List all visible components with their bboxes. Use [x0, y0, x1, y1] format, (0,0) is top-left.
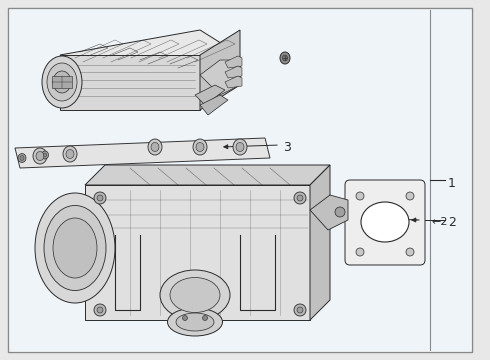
Ellipse shape — [66, 149, 74, 158]
Ellipse shape — [94, 304, 106, 316]
Ellipse shape — [63, 146, 77, 162]
Ellipse shape — [176, 313, 214, 331]
Polygon shape — [310, 165, 330, 320]
Ellipse shape — [236, 143, 244, 152]
Bar — [9, 9, 429, 351]
Ellipse shape — [168, 308, 222, 336]
Ellipse shape — [196, 143, 204, 152]
Polygon shape — [310, 195, 348, 230]
Polygon shape — [15, 138, 270, 168]
Ellipse shape — [193, 139, 207, 155]
Polygon shape — [200, 30, 240, 110]
Polygon shape — [52, 76, 72, 88]
Ellipse shape — [18, 153, 26, 162]
Ellipse shape — [35, 193, 115, 303]
Ellipse shape — [97, 307, 103, 313]
Text: 1: 1 — [448, 176, 456, 189]
Ellipse shape — [294, 304, 306, 316]
Polygon shape — [60, 55, 200, 110]
Ellipse shape — [182, 315, 188, 320]
Text: ←2: ←2 — [432, 217, 448, 227]
FancyBboxPatch shape — [345, 180, 425, 265]
Polygon shape — [195, 85, 225, 105]
Ellipse shape — [233, 139, 247, 155]
Polygon shape — [200, 60, 240, 95]
Ellipse shape — [53, 71, 71, 93]
Ellipse shape — [160, 270, 230, 320]
Polygon shape — [225, 76, 242, 88]
Polygon shape — [60, 30, 240, 80]
Ellipse shape — [42, 151, 49, 159]
Ellipse shape — [151, 143, 159, 152]
Ellipse shape — [170, 278, 220, 312]
Ellipse shape — [47, 63, 77, 101]
Ellipse shape — [44, 153, 47, 157]
Polygon shape — [85, 165, 330, 185]
Ellipse shape — [297, 195, 303, 201]
Ellipse shape — [36, 152, 44, 161]
Ellipse shape — [53, 218, 97, 278]
Ellipse shape — [20, 156, 24, 161]
Ellipse shape — [33, 148, 47, 164]
Polygon shape — [225, 66, 242, 78]
Ellipse shape — [406, 192, 414, 200]
Text: 3: 3 — [283, 140, 291, 153]
Ellipse shape — [94, 192, 106, 204]
Polygon shape — [225, 56, 242, 68]
Ellipse shape — [406, 248, 414, 256]
Ellipse shape — [202, 315, 207, 320]
Ellipse shape — [283, 55, 288, 61]
Text: 2: 2 — [448, 216, 456, 229]
Ellipse shape — [44, 206, 106, 291]
Ellipse shape — [297, 307, 303, 313]
Polygon shape — [200, 95, 228, 115]
Ellipse shape — [148, 139, 162, 155]
Ellipse shape — [356, 248, 364, 256]
Ellipse shape — [361, 202, 409, 242]
Ellipse shape — [335, 207, 345, 217]
Ellipse shape — [280, 52, 290, 64]
Ellipse shape — [42, 56, 82, 108]
Ellipse shape — [97, 195, 103, 201]
Polygon shape — [85, 185, 310, 320]
Ellipse shape — [294, 192, 306, 204]
Ellipse shape — [356, 192, 364, 200]
